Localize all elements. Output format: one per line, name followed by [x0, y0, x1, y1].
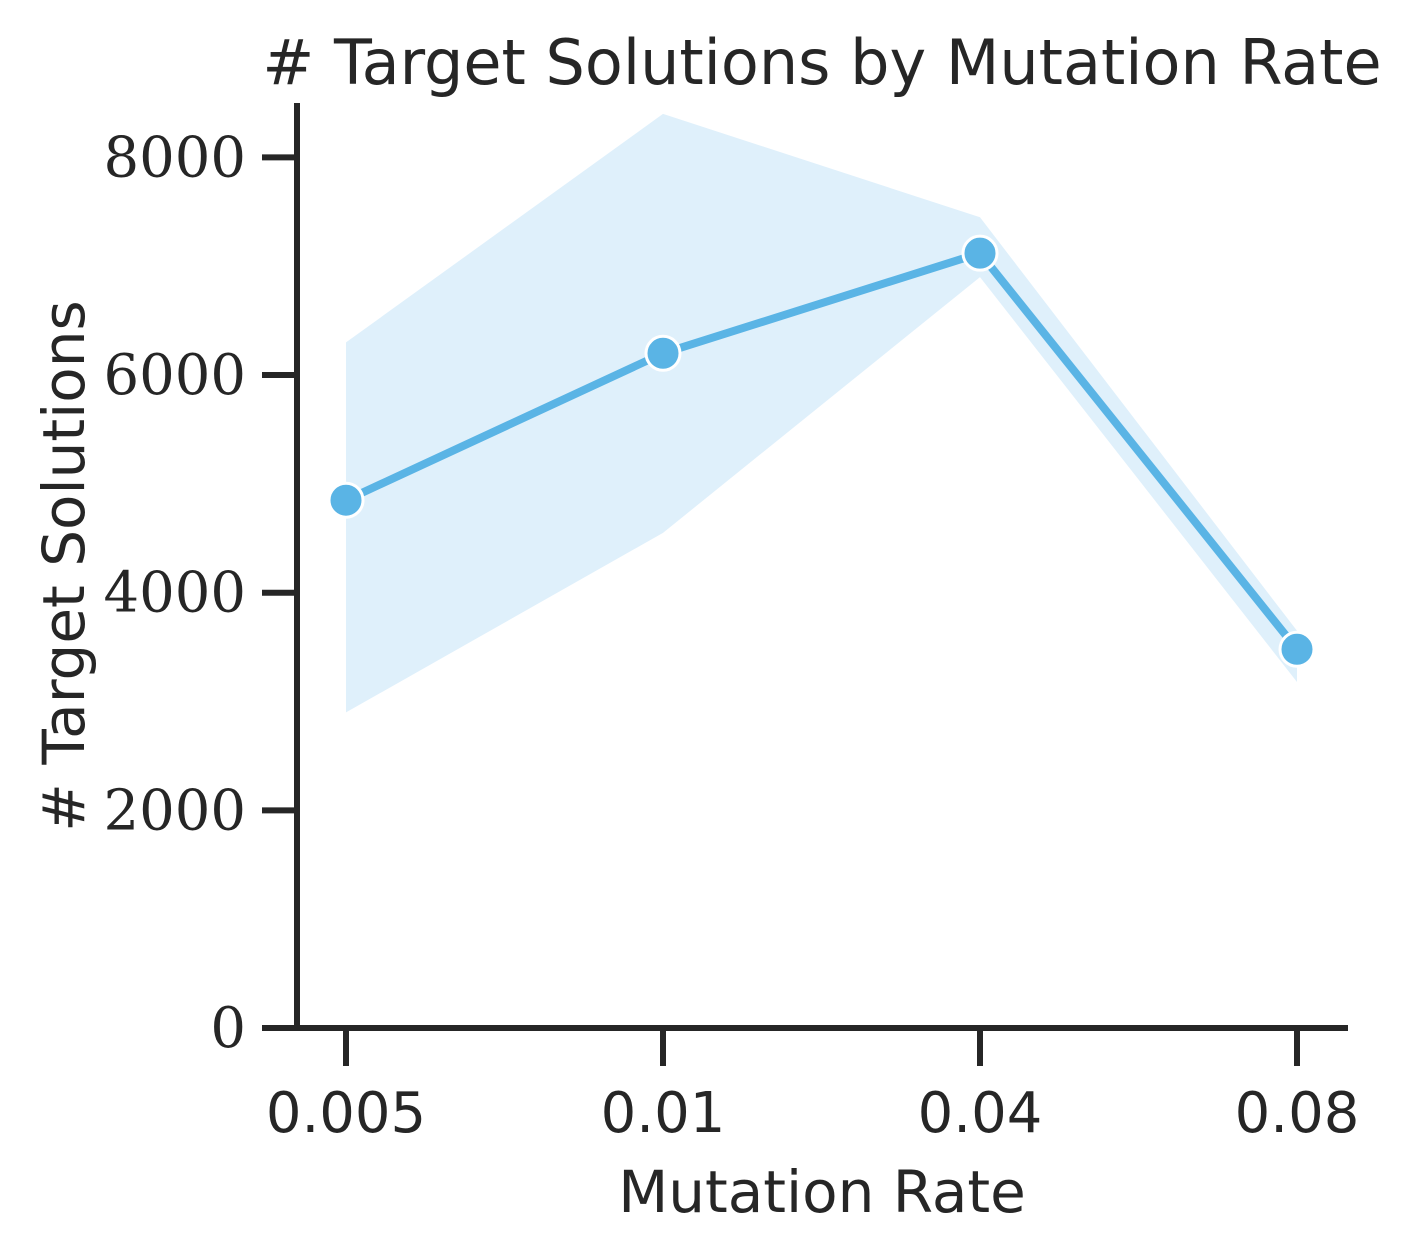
y-tick-label: 0: [210, 996, 246, 1061]
confidence-band: [346, 113, 1297, 713]
y-axis-ticks: 0 2000 4000 6000 8000: [103, 125, 297, 1061]
data-point: [644, 334, 682, 372]
data-point-layer: [327, 234, 1316, 668]
y-tick-label: 2000: [103, 778, 246, 843]
x-tick-label: 0.04: [918, 1081, 1043, 1146]
y-tick-label: 8000: [103, 125, 246, 190]
x-tick-label: 0.005: [266, 1081, 426, 1146]
data-point: [327, 481, 365, 519]
series-line-layer: [342, 249, 1301, 654]
x-tick-label: 0.08: [1235, 1081, 1360, 1146]
series-line: [342, 249, 1301, 654]
x-tick-label: 0.01: [601, 1081, 726, 1146]
y-axis-label: # Target Solutions: [30, 300, 98, 831]
chart-title: # Target Solutions by Mutation Rate: [262, 26, 1381, 99]
y-tick-label: 6000: [103, 343, 246, 408]
confidence-band-layer: [346, 113, 1297, 713]
data-point: [961, 234, 999, 272]
x-axis-ticks: 0.005 0.01 0.04 0.08: [266, 1028, 1360, 1146]
y-tick-label: 4000: [103, 561, 246, 626]
data-point: [1278, 630, 1316, 668]
x-axis-label: Mutation Rate: [618, 1158, 1026, 1226]
